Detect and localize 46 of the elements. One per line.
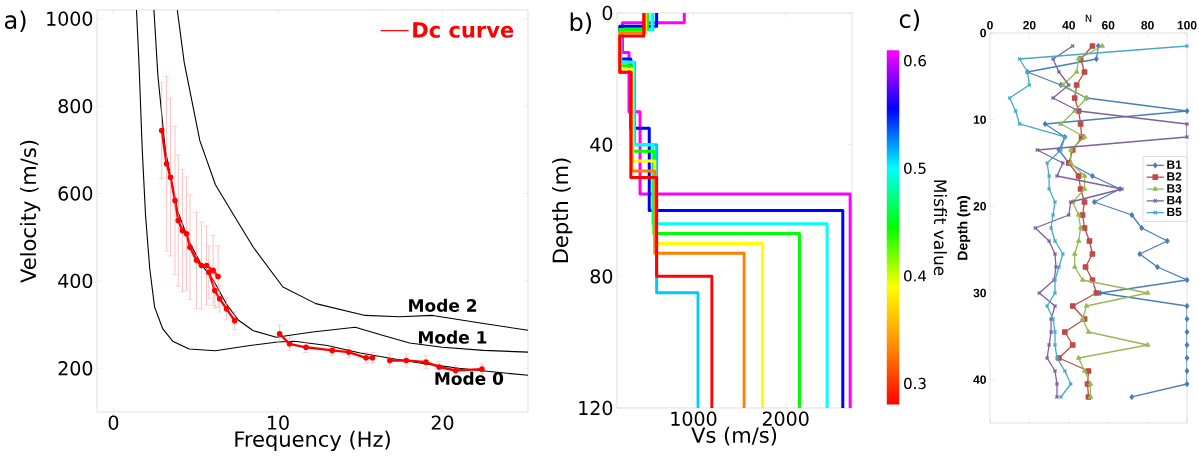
x-tick-label: 0 bbox=[987, 20, 993, 30]
x-tick-label: 80 bbox=[1141, 20, 1154, 30]
x-tick-label: 1000 bbox=[671, 411, 717, 426]
y-tick-label: 800 bbox=[58, 98, 93, 114]
text: a) bbox=[4, 10, 26, 32]
y-tick-label: 40 bbox=[973, 375, 986, 384]
text: b) bbox=[570, 12, 592, 34]
legend-label: B3 bbox=[1167, 184, 1182, 193]
legend-label: B4 bbox=[1167, 196, 1182, 205]
x-axis-title: Frequency (Hz) bbox=[235, 430, 390, 452]
y-tick-label: 10 bbox=[973, 115, 986, 124]
text: Dc curve bbox=[413, 22, 514, 38]
legend-label: B2 bbox=[1167, 172, 1182, 181]
y-axis-title: Depth (m) bbox=[957, 196, 971, 260]
color-bar-label: 0.5 bbox=[904, 162, 926, 174]
x-tick-label: 40 bbox=[1062, 20, 1075, 30]
color-bar-label: 0.3 bbox=[904, 377, 926, 390]
x-tick-label: 2000 bbox=[762, 411, 809, 426]
legend-label: B5 bbox=[1167, 207, 1182, 217]
y-tick-label: 400 bbox=[58, 273, 93, 289]
color-bar-title: Misfit value bbox=[933, 180, 947, 276]
x-tick-label: 0 bbox=[108, 415, 119, 430]
x-tick-label: 100 bbox=[1177, 20, 1197, 30]
color-bar-label: 0.6 bbox=[904, 55, 926, 67]
y-tick-label: 40 bbox=[590, 137, 613, 152]
y-tick-label: 0 bbox=[980, 28, 986, 38]
series-label: Mode 0 bbox=[435, 371, 504, 385]
legend-label: B1 bbox=[1167, 160, 1182, 169]
y-axis-title: Depth (m) bbox=[552, 158, 573, 263]
x-axis-title: N bbox=[1085, 14, 1092, 23]
y-tick-label: 20 bbox=[973, 202, 986, 211]
y-tick-label: 80 bbox=[590, 269, 613, 284]
x-tick-label: 20 bbox=[1023, 20, 1036, 30]
series-label: Mode 1 bbox=[419, 330, 487, 344]
x-tick-label: 10 bbox=[267, 415, 289, 430]
y-tick-label: 30 bbox=[973, 288, 986, 298]
y-tick-label: 120 bbox=[579, 400, 613, 416]
y-tick-label: 600 bbox=[58, 186, 93, 201]
color-bar-label: 0.4 bbox=[904, 270, 927, 282]
text: c) bbox=[899, 9, 920, 31]
y-axis-title: Velocity (m/s) bbox=[19, 140, 41, 283]
x-tick-label: 20 bbox=[431, 415, 454, 430]
series-label: Mode 2 bbox=[409, 298, 477, 312]
x-tick-label: 60 bbox=[1101, 20, 1115, 30]
x-axis-title: Vs (m/s) bbox=[691, 426, 777, 446]
y-tick-label: 200 bbox=[58, 361, 93, 376]
